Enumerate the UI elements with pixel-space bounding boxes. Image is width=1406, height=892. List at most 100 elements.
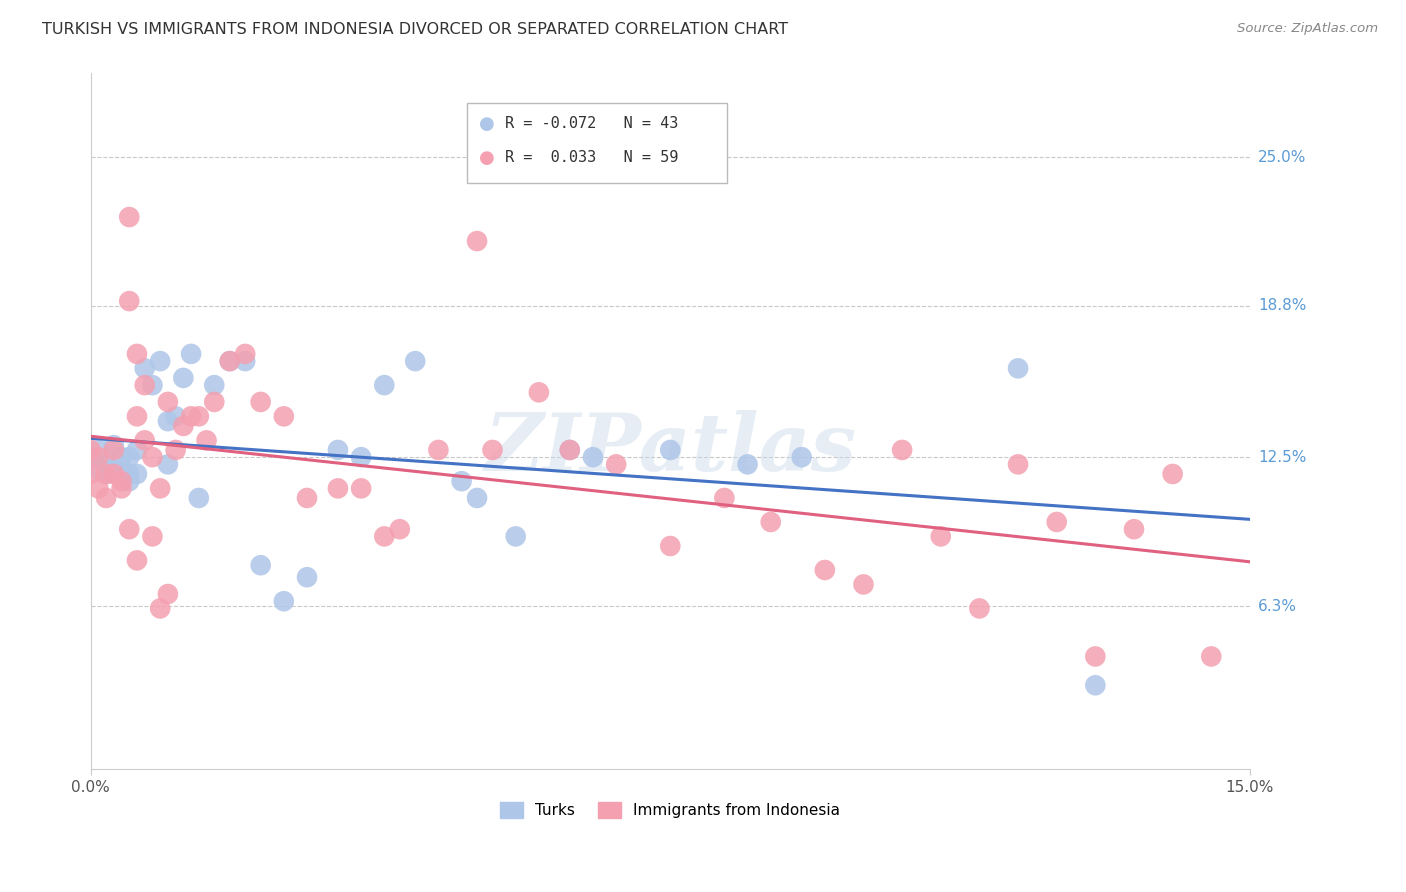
Point <box>1201 649 1223 664</box>
Point <box>156 414 179 428</box>
Point <box>149 482 172 496</box>
Text: TURKISH VS IMMIGRANTS FROM INDONESIA DIVORCED OR SEPARATED CORRELATION CHART: TURKISH VS IMMIGRANTS FROM INDONESIA DIV… <box>42 22 789 37</box>
Point <box>481 442 503 457</box>
Point <box>180 409 202 424</box>
Legend: Turks, Immigrants from Indonesia: Turks, Immigrants from Indonesia <box>494 797 846 824</box>
Point <box>505 529 527 543</box>
Point <box>180 347 202 361</box>
Point <box>713 491 735 505</box>
Point <box>388 522 411 536</box>
Point <box>737 458 759 472</box>
Point <box>759 515 782 529</box>
Point <box>125 553 148 567</box>
Point <box>558 442 581 457</box>
Point <box>141 450 163 465</box>
Point <box>249 395 271 409</box>
Point <box>582 450 605 465</box>
Point <box>1007 458 1029 472</box>
Text: ●: ● <box>478 115 495 133</box>
Point <box>165 442 187 457</box>
Point <box>79 442 101 457</box>
Point <box>94 458 117 472</box>
Point <box>187 409 209 424</box>
Point <box>141 378 163 392</box>
Point <box>233 354 256 368</box>
Point <box>295 491 318 505</box>
Point <box>790 450 813 465</box>
Point <box>141 529 163 543</box>
Point <box>149 601 172 615</box>
Point <box>134 378 156 392</box>
Point <box>1084 649 1107 664</box>
Point <box>558 442 581 457</box>
Point <box>118 467 141 481</box>
Point <box>118 450 141 465</box>
Point <box>94 467 117 481</box>
Point <box>87 482 110 496</box>
Point <box>118 210 141 224</box>
Point <box>427 442 450 457</box>
Point <box>326 482 349 496</box>
Point <box>202 395 225 409</box>
Point <box>125 442 148 457</box>
Point <box>465 234 488 248</box>
Point <box>350 482 373 496</box>
Point <box>79 467 101 481</box>
Point <box>273 409 295 424</box>
Point <box>172 419 194 434</box>
Text: 18.8%: 18.8% <box>1258 299 1306 313</box>
Text: ZIPatlas: ZIPatlas <box>484 410 856 488</box>
Point <box>156 458 179 472</box>
Point <box>156 395 179 409</box>
Point <box>87 442 110 457</box>
Point <box>110 482 132 496</box>
Point <box>1046 515 1069 529</box>
Point <box>404 354 426 368</box>
Point <box>87 450 110 465</box>
Point <box>233 347 256 361</box>
Point <box>118 294 141 309</box>
Point <box>1007 361 1029 376</box>
Point <box>118 474 141 488</box>
Text: 6.3%: 6.3% <box>1258 599 1298 614</box>
Point <box>929 529 952 543</box>
Point <box>125 467 148 481</box>
Point <box>87 462 110 476</box>
Point <box>110 474 132 488</box>
Point <box>125 347 148 361</box>
Point <box>218 354 240 368</box>
Point <box>79 450 101 465</box>
Point <box>969 601 991 615</box>
Point <box>1084 678 1107 692</box>
Point <box>852 577 875 591</box>
Point <box>134 434 156 448</box>
Text: R =  0.033   N = 59: R = 0.033 N = 59 <box>505 151 678 165</box>
Point <box>195 434 218 448</box>
Point <box>350 450 373 465</box>
Point <box>273 594 295 608</box>
Point <box>94 491 117 505</box>
Point <box>465 491 488 505</box>
Point <box>103 442 125 457</box>
Text: ●: ● <box>478 149 495 167</box>
Text: 25.0%: 25.0% <box>1258 150 1306 164</box>
Point <box>125 409 148 424</box>
Point <box>134 361 156 376</box>
Point <box>118 522 141 536</box>
Point <box>1161 467 1184 481</box>
Point <box>103 438 125 452</box>
Point <box>172 371 194 385</box>
Point <box>295 570 318 584</box>
Text: Source: ZipAtlas.com: Source: ZipAtlas.com <box>1237 22 1378 36</box>
Point <box>373 529 395 543</box>
Point <box>326 442 349 457</box>
Point <box>110 467 132 481</box>
Text: R = -0.072   N = 43: R = -0.072 N = 43 <box>505 117 678 131</box>
Point <box>202 378 225 392</box>
Point <box>891 442 914 457</box>
Point <box>149 354 172 368</box>
Point <box>103 467 125 481</box>
Point <box>605 458 627 472</box>
Point <box>103 462 125 476</box>
Text: 12.5%: 12.5% <box>1258 450 1306 465</box>
